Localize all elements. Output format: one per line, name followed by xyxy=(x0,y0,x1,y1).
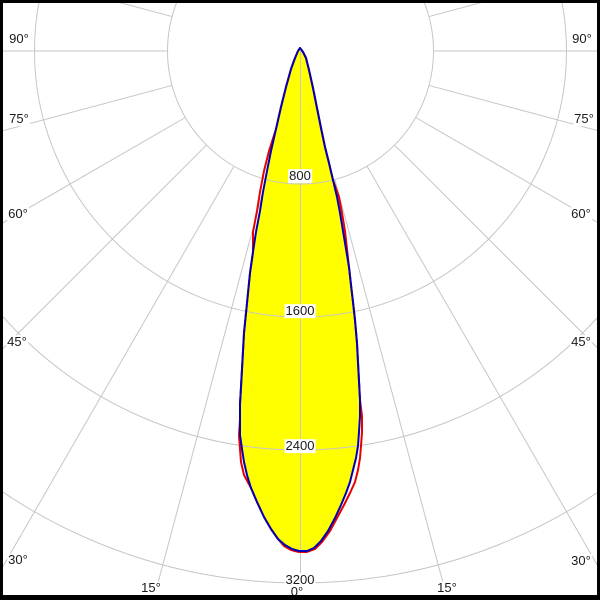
grid-radial-line-75-left xyxy=(0,84,173,133)
grid-radial-line-60-left xyxy=(0,117,186,226)
frame-border-bottom xyxy=(0,595,600,600)
grid-radial-line-45-left xyxy=(0,144,207,353)
grid-radial-line-45-right xyxy=(394,144,600,352)
ring-label-2400: 2400 xyxy=(284,438,316,454)
ring-label-3200: 3200 xyxy=(284,572,316,588)
angle-label-30-right: 30° xyxy=(570,553,592,569)
grid-radial-line-30-right xyxy=(366,165,600,571)
grid-radial-line-15-left xyxy=(152,179,267,600)
frame-border-top xyxy=(0,0,600,3)
angle-label-90-right: 90° xyxy=(571,31,593,47)
grid-radial-line-30-left xyxy=(0,165,235,573)
grid-radial-line-15-right xyxy=(334,179,449,600)
angle-label-75-right: 75° xyxy=(573,111,595,127)
angle-label-45-left: 45° xyxy=(6,334,28,350)
angle-label-30-left: 30° xyxy=(7,552,29,568)
angle-label-15-right: 15° xyxy=(436,580,458,596)
blue-curve xyxy=(239,47,361,552)
frame-border-right xyxy=(597,0,600,600)
frame-border-left xyxy=(0,0,3,600)
grid-radial-line-75-right xyxy=(428,84,600,132)
angle-label-90-left: 90° xyxy=(8,31,30,47)
ring-label-800: 800 xyxy=(288,168,312,184)
angle-label-60-left: 60° xyxy=(7,206,29,222)
angle-label-75-left: 75° xyxy=(8,111,30,127)
angle-label-60-right: 60° xyxy=(570,206,592,222)
ring-label-1600: 1600 xyxy=(284,303,316,319)
angle-label-45-right: 45° xyxy=(570,334,592,350)
grid-radial-line-60-right xyxy=(415,117,600,225)
angle-label-15-left: 15° xyxy=(140,580,162,596)
